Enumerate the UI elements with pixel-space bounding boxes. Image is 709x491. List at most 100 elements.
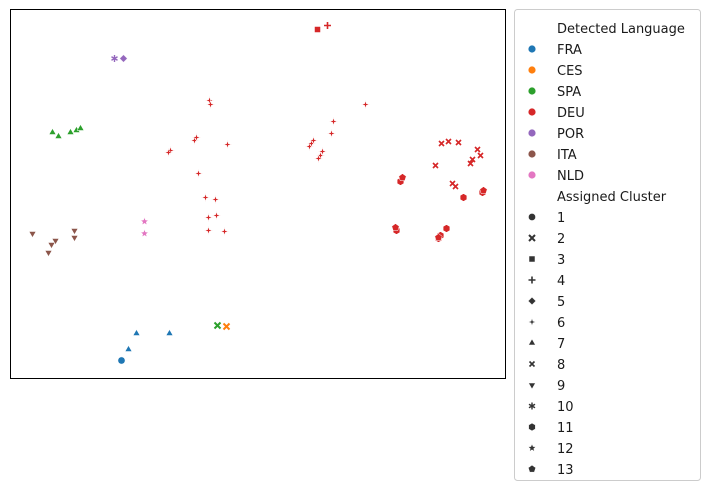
legend-marker-x [528, 234, 536, 242]
legend: Detected Language FRACESSPADEUPORITANLD … [514, 9, 701, 481]
data-point-fra-cluster-1 [117, 356, 126, 365]
legend-entry-cluster-5: 5 [527, 295, 565, 310]
legend-entry-deu: DEU [528, 106, 585, 121]
legend-entry-label: 6 [557, 316, 565, 331]
legend-marker-pentagon [527, 464, 537, 473]
data-point-deu-cluster-3 [314, 26, 321, 33]
legend-entry-cluster-9: 9 [528, 379, 565, 394]
legend-color-swatch [528, 66, 536, 74]
data-point-deu-cluster-8 [438, 140, 445, 147]
plot-area [10, 9, 506, 379]
data-point-deu-cluster-6 [361, 100, 370, 109]
data-point-fra-cluster-7 [165, 328, 174, 336]
data-point-deu-cluster-6 [329, 117, 338, 126]
legend-marker-small-x [528, 360, 536, 368]
data-point-deu-cluster-6 [220, 227, 229, 236]
data-point-deu-cluster-11 [459, 193, 468, 202]
legend-color-swatch [528, 108, 536, 116]
data-point-ita-cluster-9 [70, 235, 79, 243]
legend-marker-plus [528, 276, 536, 284]
legend-color-swatch [528, 150, 536, 158]
data-point-spa-cluster-7 [76, 123, 85, 131]
legend-marker-diamond [527, 296, 537, 306]
data-point-deu-cluster-6 [309, 136, 318, 145]
data-point-spa-cluster-7 [48, 127, 57, 135]
legend-entry-fra: FRA [528, 43, 582, 58]
legend-entry-cluster-4: 4 [528, 274, 565, 289]
data-point-deu-cluster-6 [327, 129, 336, 138]
data-point-deu-cluster-6 [211, 195, 220, 204]
data-point-deu-cluster-13 [391, 223, 400, 231]
data-point-ita-cluster-9 [51, 238, 60, 246]
legend-color-swatch [528, 129, 536, 137]
data-point-deu-cluster-4 [324, 22, 331, 29]
legend-entry-spa: SPA [528, 85, 581, 100]
legend-entry-label: 13 [557, 463, 574, 478]
legend-entry-cluster-7: 7 [528, 337, 565, 352]
data-point-ces-cluster-2 [222, 322, 231, 331]
legend-marker-triangle-up [528, 338, 536, 346]
legend-hue-entries: FRA CES SPA DEU POR ITA NLD [528, 43, 585, 184]
data-point-deu-cluster-13 [434, 233, 443, 241]
legend-entry-label: SPA [557, 85, 581, 100]
data-point-ita-cluster-9 [47, 242, 56, 250]
data-point-deu-cluster-6 [164, 148, 173, 157]
legend-entry-ces: CES [528, 64, 583, 79]
legend-entry-label: 12 [557, 442, 574, 457]
data-point-ita-cluster-9 [70, 228, 79, 236]
data-point-deu-cluster-8 [469, 156, 476, 163]
legend-entry-cluster-2: 2 [528, 232, 565, 247]
legend-entry-label: 11 [557, 421, 574, 436]
legend-entry-label: 4 [557, 274, 565, 289]
data-point-deu-cluster-8 [452, 183, 459, 190]
data-point-deu-cluster-6 [204, 226, 213, 235]
legend-style-title: Assigned Cluster [557, 190, 667, 205]
data-point-fra-cluster-7 [132, 328, 141, 336]
data-point-por-cluster-10 [111, 55, 118, 62]
data-point-spa-cluster-7 [54, 131, 63, 139]
data-point-deu-cluster-6 [206, 100, 215, 109]
legend-entry-label: FRA [557, 43, 582, 58]
legend-entry-cluster-11: 11 [528, 421, 574, 436]
legend-entry-label: ITA [557, 148, 577, 163]
data-point-deu-cluster-6 [223, 140, 232, 149]
data-point-deu-cluster-6 [204, 213, 213, 222]
data-point-nld-cluster-12 [139, 216, 150, 226]
legend-color-swatch [528, 87, 536, 95]
data-point-deu-cluster-6 [314, 154, 323, 163]
legend-marker-asterisk [528, 402, 536, 410]
legend-entry-label: 9 [557, 379, 565, 394]
legend-entry-cluster-10: 10 [528, 400, 574, 415]
legend-marker-circle [528, 213, 536, 221]
data-point-fra-cluster-7 [124, 344, 133, 352]
data-point-deu-cluster-6 [212, 211, 221, 220]
data-points [28, 22, 488, 365]
legend-color-swatch [528, 45, 536, 53]
legend-entry-cluster-6: 6 [527, 316, 565, 331]
data-point-deu-cluster-6 [201, 193, 210, 202]
data-point-spa-cluster-2 [213, 321, 222, 330]
data-point-deu-cluster-8 [445, 138, 452, 145]
legend-marker-square [528, 255, 536, 263]
legend-marker-star [527, 443, 537, 452]
data-point-deu-cluster-6 [318, 147, 327, 156]
data-point-spa-cluster-7 [66, 127, 75, 135]
legend-color-swatch [528, 171, 536, 179]
data-point-deu-cluster-6 [194, 169, 203, 178]
legend-entry-cluster-13: 13 [527, 463, 574, 478]
legend-entry-label: POR [557, 127, 584, 142]
legend-entry-label: 10 [557, 400, 574, 415]
data-point-deu-cluster-8 [455, 139, 462, 146]
data-point-deu-cluster-13 [398, 173, 407, 181]
legend-entry-ita: ITA [528, 148, 577, 163]
data-point-deu-cluster-11 [442, 224, 451, 233]
data-point-deu-cluster-8 [432, 162, 439, 169]
data-point-por-cluster-5 [119, 54, 128, 63]
legend-entry-cluster-12: 12 [527, 442, 574, 457]
data-point-ita-cluster-9 [28, 231, 37, 239]
legend-entry-label: 3 [557, 253, 565, 268]
legend-marker-triangle-down [528, 382, 536, 390]
legend-entry-label: 1 [557, 211, 565, 226]
legend-entry-label: CES [557, 64, 583, 79]
